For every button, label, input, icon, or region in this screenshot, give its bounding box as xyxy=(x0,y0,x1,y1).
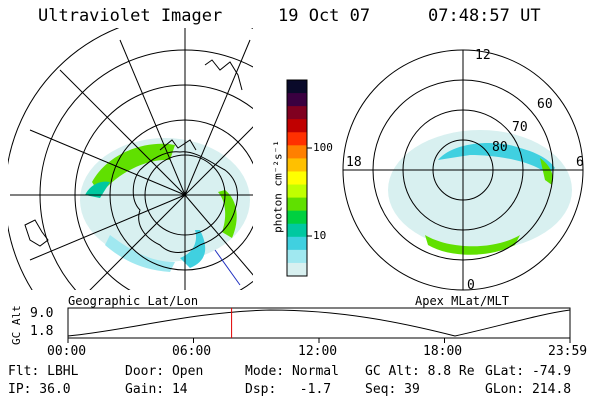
colorbar-segment xyxy=(287,171,307,186)
colorbar-tick-100-label: 100 xyxy=(313,141,333,154)
aurora-arc-right xyxy=(218,190,237,238)
status-dsp: Dsp: -1.7 xyxy=(245,382,332,397)
mlt-label-0: 0 xyxy=(467,278,475,293)
aurora-patch-faint xyxy=(105,235,175,272)
aurora-arc-upper xyxy=(92,143,175,195)
aurora-oval-lower xyxy=(425,235,520,255)
altitude-ytick-1: 1.8 xyxy=(30,324,54,339)
colorbar-segment xyxy=(287,197,307,212)
colorbar-segment xyxy=(287,93,307,107)
colorbar-segment xyxy=(287,132,307,146)
meridians xyxy=(10,28,253,290)
colorbar-segment xyxy=(287,80,307,94)
status-mode: Mode: Normal xyxy=(245,364,339,379)
altitude-x-ticks xyxy=(67,338,571,343)
altitude-xtick-2: 12:00 xyxy=(298,344,338,359)
altitude-ytick-9: 9.0 xyxy=(30,306,54,321)
coastline-west xyxy=(24,219,49,247)
colorbar-segment xyxy=(287,210,307,225)
coastline-north xyxy=(204,59,243,91)
mlt-label-12: 12 xyxy=(475,48,491,63)
altitude-plot-frame xyxy=(67,307,571,339)
colorbar-segment xyxy=(287,262,307,277)
status-flt: Flt: LBHL xyxy=(8,364,79,379)
altitude-xtick-3: 18:00 xyxy=(423,344,463,359)
status-door: Door: Open xyxy=(125,364,204,379)
aurora-oval-upper xyxy=(438,143,555,175)
date-label: 19 Oct 07 xyxy=(278,6,371,26)
colorbar-frame xyxy=(286,79,308,277)
status-glon: GLon: 214.8 xyxy=(485,382,572,397)
mlt-label-18: 18 xyxy=(346,155,362,170)
aurora-oval-dawn xyxy=(540,158,553,185)
mlat-label-80: 80 xyxy=(492,140,508,155)
status-glat: GLat: -74.9 xyxy=(485,364,572,379)
aurora-patch xyxy=(85,181,110,198)
colorbar-segment xyxy=(287,106,307,120)
mlat-label-70: 70 xyxy=(512,120,528,135)
status-ip: IP: 36.0 xyxy=(8,382,71,397)
left-panel-label: Geographic Lat/Lon xyxy=(68,294,199,308)
instrument-title: Ultraviolet Imager xyxy=(38,6,223,26)
status-seq: Seq: 39 xyxy=(365,382,420,397)
orbit-track xyxy=(214,249,241,286)
continent-outline xyxy=(132,151,238,253)
colorbar-tick-10-label: 10 xyxy=(313,229,327,242)
status-gain: Gain: 14 xyxy=(125,382,188,397)
colorbar-segment xyxy=(287,145,307,159)
colorbar-segment xyxy=(287,249,307,264)
colorbar-segment xyxy=(287,158,307,172)
mlat-label-60: 60 xyxy=(537,97,553,112)
status-gc-alt: GC Alt: 8.8 Re xyxy=(365,364,475,379)
mlt-label-6: 6 xyxy=(576,155,584,170)
altitude-ylabel: GC Alt xyxy=(10,305,23,345)
colorbar-segment xyxy=(287,236,307,251)
colorbar-segment xyxy=(287,184,307,199)
right-panel-label: Apex MLat/MLT xyxy=(415,294,509,308)
peninsula-outline xyxy=(159,139,197,151)
altitude-xtick-0: 00:00 xyxy=(47,344,87,359)
altitude-xtick-4: 23:59 xyxy=(548,344,588,359)
time-label: 07:48:57 UT xyxy=(428,6,541,26)
colorbar-segment xyxy=(287,119,307,133)
altitude-xtick-1: 06:00 xyxy=(172,344,212,359)
altitude-curve xyxy=(67,309,571,337)
colorbar-segment xyxy=(287,223,307,238)
